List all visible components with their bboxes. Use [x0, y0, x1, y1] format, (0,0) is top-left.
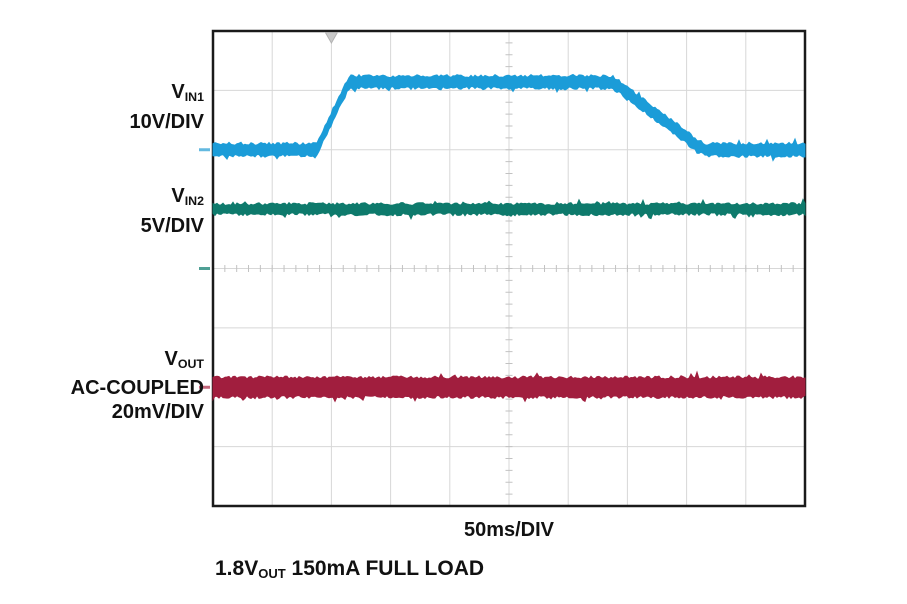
ground-marker — [199, 267, 210, 270]
caption-post: 150mA FULL LOAD — [285, 557, 485, 580]
vout-subscript: OUT — [177, 356, 204, 371]
vin1-name: VIN1 — [171, 81, 204, 104]
vin2-name: VIN2 — [171, 185, 204, 208]
caption-subscript: OUT — [258, 566, 286, 582]
vout-coupling: AC-COUPLED — [70, 376, 204, 399]
vin2-subscript: IN2 — [184, 193, 204, 208]
vin1-label: VIN1 10V/DIV — [130, 80, 204, 135]
vin2-scale: 5V/DIV — [140, 214, 204, 237]
ground-marker — [199, 385, 210, 389]
vin1-subscript: IN1 — [184, 89, 204, 104]
figure-caption: 1.8VOUT 150mA FULL LOAD — [215, 557, 484, 581]
trace-vin1 — [212, 73, 806, 162]
caption-pre: 1.8V — [215, 557, 259, 580]
trace-vin2 — [212, 198, 806, 220]
vin1-scale: 10V/DIV — [129, 110, 204, 133]
time-per-div-label: 50ms/DIV — [463, 519, 555, 541]
ground-marker — [199, 148, 210, 152]
vout-label: VOUT AC-COUPLED 20mV/DIV — [71, 347, 204, 424]
plot-border — [211, 29, 807, 508]
vout-scale: 20mV/DIV — [111, 400, 204, 423]
trigger-marker-icon — [324, 32, 339, 45]
vout-name: VOUT — [164, 348, 205, 371]
trace-vout-ac-coupled — [212, 370, 806, 403]
vin2-label: VIN2 5V/DIV — [141, 184, 204, 239]
